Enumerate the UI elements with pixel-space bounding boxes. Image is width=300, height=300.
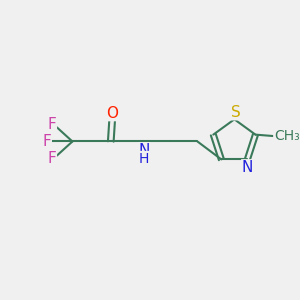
Text: S: S: [231, 105, 241, 120]
Text: H: H: [139, 152, 149, 166]
Text: F: F: [48, 151, 56, 166]
Text: F: F: [48, 117, 56, 132]
Text: F: F: [43, 134, 51, 149]
Text: N: N: [242, 160, 253, 175]
Text: O: O: [106, 106, 118, 121]
Text: N: N: [138, 143, 150, 158]
Text: CH₃: CH₃: [274, 129, 300, 143]
